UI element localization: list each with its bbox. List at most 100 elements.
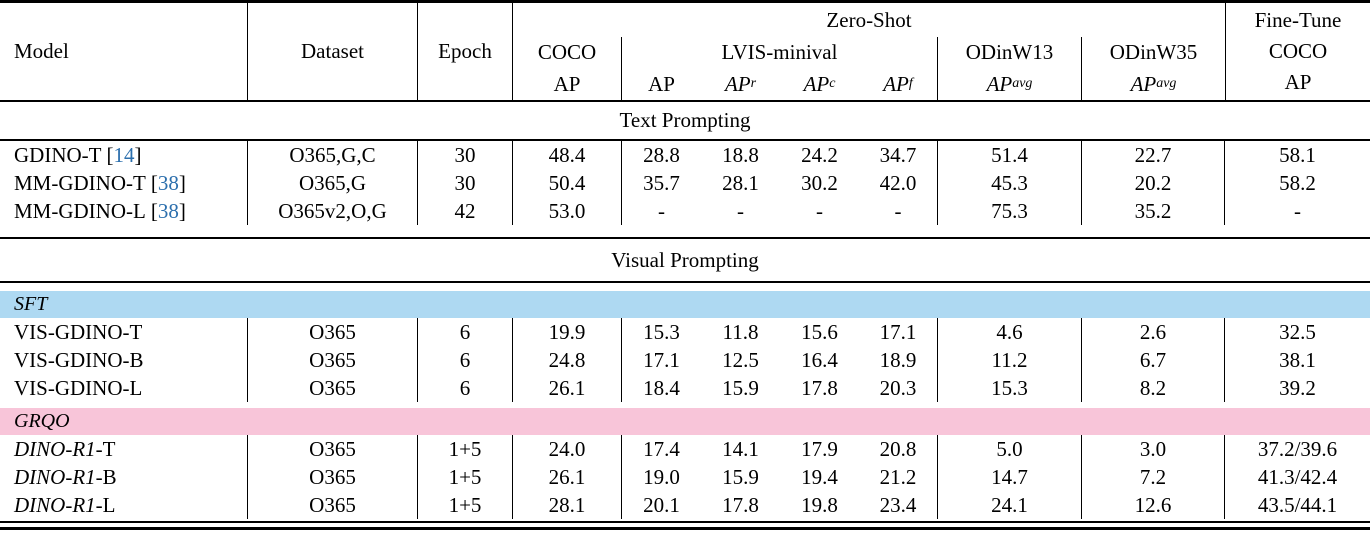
epoch-cell: 1+5: [418, 463, 513, 491]
citation-number[interactable]: 38: [157, 198, 179, 223]
header-dataset: Dataset: [248, 3, 418, 100]
model-cell: DINO-R1 -T: [0, 435, 248, 463]
odinw35-cell: 35.2: [1082, 197, 1225, 225]
coco-ap-cell: 28.1: [513, 491, 622, 519]
metric-label: AP: [1130, 71, 1157, 96]
section-title-visual-prompting: Visual Prompting: [0, 239, 1370, 283]
odinw35-cell: 8.2: [1082, 374, 1225, 402]
header-finetune-line2: COCO: [1268, 39, 1328, 63]
model-cell: VIS-GDINO-L: [0, 374, 248, 402]
metric-label: AP: [986, 71, 1013, 96]
dataset-cell: O365: [248, 435, 418, 463]
model-suffix: -B: [95, 464, 117, 489]
header-lvis-ap: AP: [622, 68, 701, 100]
header-lvis-ap-f: AP f: [859, 68, 938, 100]
lvis-ap-f-cell: 17.1: [859, 318, 938, 346]
table-row: DINO-R1 -L O365 1+5 28.1 20.1 17.8 19.8 2…: [0, 491, 1370, 519]
coco-ap-cell: 24.0: [513, 435, 622, 463]
metric-label: AP: [724, 71, 751, 96]
odinw35-cell: 6.7: [1082, 346, 1225, 374]
table-row: VIS-GDINO-T O365 6 19.9 15.3 11.8 15.6 1…: [0, 318, 1370, 346]
odinw13-cell: 24.1: [938, 491, 1082, 519]
model-suffix: -L: [95, 492, 116, 517]
method-band-label: SFT: [14, 293, 48, 315]
model-name: GDINO-T: [14, 142, 102, 167]
table-top-rule: [0, 0, 1370, 3]
header-odinw35: ODinW35: [1109, 40, 1198, 65]
model-name: MM-GDINO-L: [14, 198, 146, 223]
lvis-ap-c-cell: 19.4: [801, 464, 838, 489]
odinw35-cell: 2.6: [1082, 318, 1225, 346]
model-cell: GDINO-T [14]: [0, 141, 248, 169]
coco-ap-cell: 53.0: [513, 197, 622, 225]
dataset-cell: O365: [248, 491, 418, 519]
table-bottom-rule: [0, 521, 1370, 530]
citation-link[interactable]: [14]: [106, 143, 141, 168]
table-row: DINO-R1 -B O365 1+5 26.1 19.0 15.9 19.4 2…: [0, 463, 1370, 491]
header-finetune-line3: AP: [1284, 70, 1312, 94]
odinw13-cell: 14.7: [938, 463, 1082, 491]
lvis-ap-cell: 18.4: [643, 375, 680, 400]
odinw13-cell: 75.3: [938, 197, 1082, 225]
lvis-ap-r-cell: 15.9: [722, 464, 759, 489]
lvis-ap-c-cell: 19.8: [801, 492, 838, 517]
lvis-ap-c-cell: 30.2: [801, 170, 838, 195]
header-coco-group: COCO: [513, 37, 622, 68]
odinw35-cell: 3.0: [1082, 435, 1225, 463]
dataset-cell: O365,G,C: [248, 141, 418, 169]
model-name: VIS-GDINO-T: [14, 319, 143, 344]
citation-number[interactable]: 14: [113, 142, 135, 167]
lvis-ap-cell: 17.4: [643, 436, 680, 461]
finetune-coco-cell: -: [1294, 198, 1301, 223]
odinw35-cell: 7.2: [1082, 463, 1225, 491]
odinw13-cell: 51.4: [938, 141, 1082, 169]
epoch-cell: 1+5: [418, 491, 513, 519]
citation-bracket: ]: [178, 198, 186, 223]
finetune-coco-cell: 39.2: [1279, 375, 1316, 400]
lvis-ap-c-cell: 16.4: [801, 347, 838, 372]
header-epoch: Epoch: [418, 3, 513, 100]
lvis-ap-cell: 19.0: [643, 464, 680, 489]
lvis-ap-r-cell: 28.1: [722, 170, 759, 195]
model-name: DINO-R1: [14, 464, 96, 489]
header-lvis-minival-group: LVIS-minival: [622, 37, 938, 68]
lvis-ap-r-cell: 14.1: [722, 436, 759, 461]
odinw35-cell: 22.7: [1082, 141, 1225, 169]
rowgroup-grqo: DINO-R1 -T O365 1+5 24.0 17.4 14.1 17.9 2…: [0, 435, 1370, 519]
table-row: VIS-GDINO-B O365 6 24.8 17.1 12.5 16.4 1…: [0, 346, 1370, 374]
coco-ap-cell: 26.1: [513, 374, 622, 402]
model-name: VIS-GDINO-L: [14, 375, 143, 400]
finetune-coco-cell: 37.2/39.6: [1257, 436, 1338, 461]
lvis-ap-f-cell: 18.9: [859, 346, 938, 374]
dataset-cell: O365: [248, 463, 418, 491]
citation-link[interactable]: [38]: [151, 199, 186, 224]
citation-bracket: ]: [178, 170, 186, 195]
lvis-ap-f-cell: 20.3: [859, 374, 938, 402]
epoch-cell: 6: [418, 318, 513, 346]
epoch-cell: 1+5: [418, 435, 513, 463]
citation-bracket: ]: [134, 142, 142, 167]
table-row: MM-GDINO-T [38] O365,G 30 50.4 35.7 28.1…: [0, 169, 1370, 197]
lvis-ap-f-cell: 20.8: [859, 435, 938, 463]
epoch-cell: 30: [418, 169, 513, 197]
header-coco-ap-metric: AP: [513, 68, 622, 100]
coco-ap-cell: 19.9: [513, 318, 622, 346]
model-name: DINO-R1: [14, 492, 96, 517]
table-header: Model Dataset Epoch Zero-Shot Fine-Tune …: [0, 3, 1370, 102]
lvis-ap-c-cell: 15.6: [801, 319, 838, 344]
lvis-ap-f-cell: 34.7: [859, 141, 938, 169]
header-odinw13-ap-avg: AP avg: [938, 68, 1082, 100]
method-band-label: GRQO: [14, 410, 70, 432]
model-cell: DINO-R1 -L: [0, 491, 248, 519]
header-odinw35-ap-avg: AP avg: [1130, 71, 1177, 96]
rowgroup-text-prompting: GDINO-T [14] O365,G,C 30 48.4 28.8 18.8 …: [0, 141, 1370, 239]
table-row: MM-GDINO-L [38] O365v2,O,G 42 53.0 - - -…: [0, 197, 1370, 225]
lvis-ap-f-cell: -: [859, 197, 938, 225]
citation-link[interactable]: [38]: [151, 171, 186, 196]
model-cell: VIS-GDINO-B: [0, 346, 248, 374]
model-name: VIS-GDINO-B: [14, 347, 144, 372]
table-row: DINO-R1 -T O365 1+5 24.0 17.4 14.1 17.9 2…: [0, 435, 1370, 463]
citation-number[interactable]: 38: [157, 170, 179, 195]
coco-ap-cell: 26.1: [513, 463, 622, 491]
